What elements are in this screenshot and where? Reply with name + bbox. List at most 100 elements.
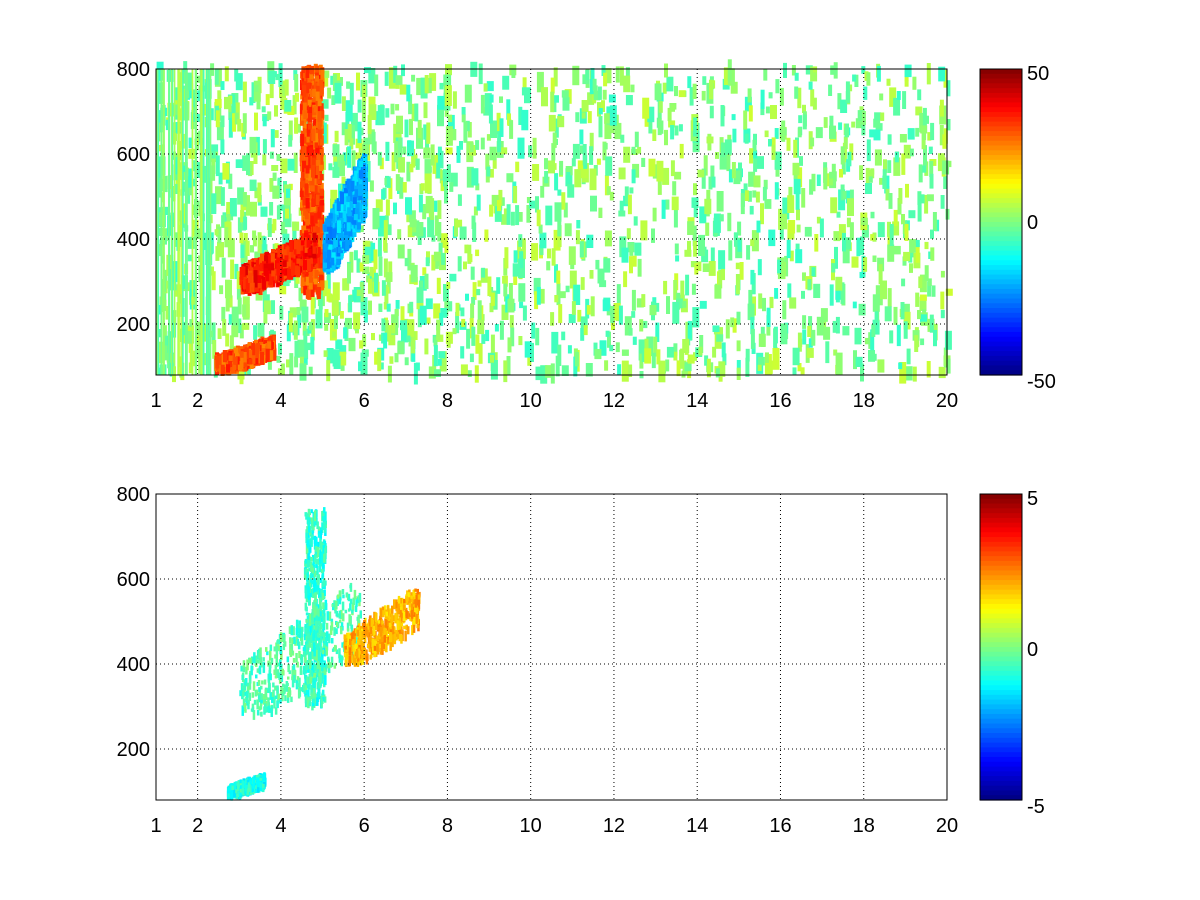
heatmap-cell xyxy=(361,174,366,184)
heatmap-cell xyxy=(400,320,407,331)
heatmap-cell xyxy=(302,225,307,234)
heatmap-cell xyxy=(615,342,620,353)
heatmap-cell xyxy=(647,106,655,123)
heatmap-cell xyxy=(460,346,465,359)
heatmap-cell xyxy=(518,283,526,302)
heatmap-cell xyxy=(356,167,361,179)
heatmap-cell xyxy=(658,360,666,383)
heatmap-cell xyxy=(940,270,945,278)
heatmap-cell xyxy=(445,147,453,155)
heatmap-cell xyxy=(610,305,615,323)
heatmap-cell xyxy=(349,82,354,105)
heatmap-cell xyxy=(685,274,690,296)
heatmap-cell xyxy=(819,218,824,238)
heatmap-cell xyxy=(384,284,389,304)
heatmap-cell xyxy=(339,218,344,225)
heatmap-cell xyxy=(499,96,503,103)
heatmap-cell xyxy=(848,84,853,92)
heatmap-cell xyxy=(274,105,278,117)
heatmap-cell xyxy=(544,171,549,184)
heatmap-cell xyxy=(299,363,307,381)
heatmap-cell xyxy=(296,258,301,264)
heatmap-cell xyxy=(297,313,302,329)
heatmap-cell xyxy=(434,369,441,377)
heatmap-cell xyxy=(352,197,357,204)
heatmap-cell xyxy=(940,291,945,310)
heatmap-cell xyxy=(597,268,605,284)
heatmap-cell xyxy=(315,227,320,233)
heatmap-cell xyxy=(278,270,283,282)
heatmap-cell xyxy=(228,173,233,189)
x-tick-label: 14 xyxy=(686,390,708,412)
heatmap-cell xyxy=(563,202,568,218)
heatmap-cell xyxy=(746,245,751,260)
heatmap-cell xyxy=(760,203,764,225)
heatmap-cell xyxy=(914,335,919,352)
heatmap-cell xyxy=(595,259,600,270)
heatmap-cell xyxy=(519,301,524,309)
heatmap-cell xyxy=(743,183,748,196)
heatmap-cell xyxy=(809,179,814,195)
heatmap-cell xyxy=(909,239,917,253)
heatmap-cell xyxy=(601,65,606,76)
heatmap-cell xyxy=(943,69,948,88)
heatmap-cell xyxy=(835,316,840,334)
heatmap-cell xyxy=(211,322,216,345)
heatmap-cell xyxy=(304,342,312,351)
heatmap-cell xyxy=(508,283,513,304)
heatmap-cell xyxy=(269,202,274,216)
heatmap-cell xyxy=(407,319,415,337)
heatmap-cell xyxy=(475,140,480,150)
heatmap-cell xyxy=(378,215,386,229)
heatmap-cell xyxy=(253,325,258,340)
heatmap-cell xyxy=(346,178,351,190)
heatmap-cell xyxy=(589,132,594,151)
heatmap-cell xyxy=(489,302,494,313)
heatmap-cell xyxy=(747,88,752,103)
heatmap-cell xyxy=(248,349,253,358)
heatmap-cell xyxy=(607,331,611,348)
heatmap-cell xyxy=(859,271,864,279)
heatmap-cell xyxy=(173,69,176,375)
heatmap-cell xyxy=(318,236,323,247)
heatmap-cell xyxy=(674,86,678,97)
heatmap-cell xyxy=(490,360,498,380)
heatmap-cell xyxy=(188,137,193,149)
heatmap-cell xyxy=(771,144,776,160)
heatmap-cell xyxy=(322,251,327,260)
heatmap-cell xyxy=(347,207,352,217)
heatmap-cell xyxy=(807,279,812,291)
heatmap-cell xyxy=(354,208,359,220)
heatmap-cell xyxy=(320,68,325,82)
heatmap-cell xyxy=(242,322,250,330)
heatmap-cell xyxy=(424,338,429,355)
heatmap-cell xyxy=(337,246,342,253)
heatmap-cell xyxy=(860,217,868,226)
heatmap-cell xyxy=(242,304,247,317)
heatmap-cell xyxy=(868,176,873,183)
heatmap-cell xyxy=(511,69,516,78)
heatmap-cell xyxy=(271,335,276,346)
heatmap-cell xyxy=(889,224,894,246)
heatmap-cell xyxy=(842,191,847,200)
colorbar-step xyxy=(980,346,1022,352)
heatmap-cell xyxy=(757,259,762,276)
heatmap-cell xyxy=(883,159,887,173)
heatmap-cell xyxy=(555,355,560,377)
heatmap-cell xyxy=(438,351,446,359)
heatmap-cell xyxy=(823,167,828,190)
heatmap-cell xyxy=(786,239,791,259)
heatmap-cell xyxy=(486,166,491,177)
heatmap-cell xyxy=(342,278,350,291)
heatmap-cell xyxy=(457,256,462,272)
heatmap-cell xyxy=(920,338,925,346)
heatmap-cell xyxy=(267,269,272,275)
heatmap-cell xyxy=(855,118,863,129)
heatmap-cell xyxy=(336,77,343,86)
heatmap-cell xyxy=(484,93,492,113)
heatmap-cell xyxy=(331,294,339,316)
heatmap-cell xyxy=(665,199,670,210)
heatmap-cell xyxy=(424,273,429,289)
heatmap-cell xyxy=(726,152,731,172)
heatmap-cell xyxy=(489,204,494,217)
